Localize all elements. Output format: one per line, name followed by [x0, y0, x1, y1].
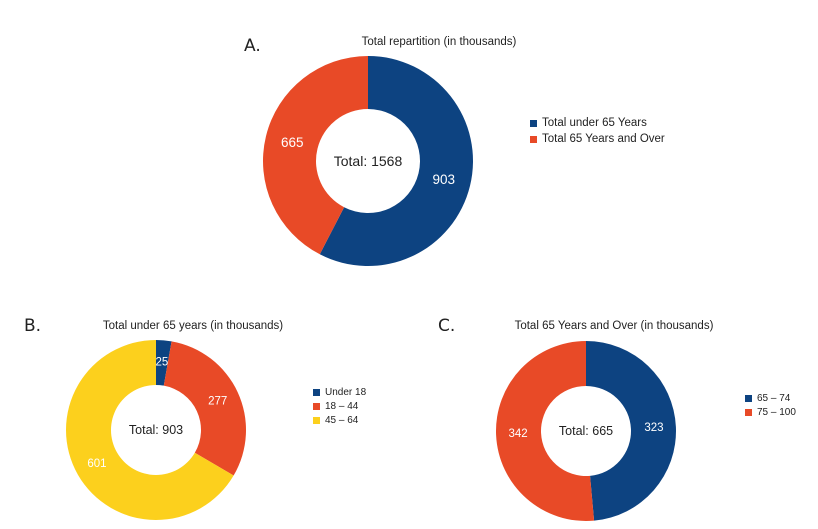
panel-a-legend-item-0: Total under 65 Years	[530, 115, 665, 131]
panel-c-letter: C.	[438, 316, 456, 336]
panel-b-slice-label-0: 25	[156, 356, 169, 368]
legend-label: 18 – 44	[325, 400, 359, 412]
panel-b-center-total: Total: 903	[129, 423, 183, 437]
legend-label: Under 18	[325, 386, 367, 398]
panel-a-slice-label-1: 665	[281, 135, 304, 150]
panel-c-center-total: Total: 665	[559, 424, 613, 438]
panel-b-legend-item-0: Under 18	[313, 385, 366, 399]
panel-b-donut-chart: 25 277 601 Total: 903	[66, 340, 246, 520]
legend-swatch	[745, 394, 752, 402]
legend-swatch	[530, 119, 537, 127]
panel-b-letter: B.	[24, 316, 42, 336]
panel-c-slice-label-1: 342	[508, 428, 527, 440]
legend-label: 75 – 100	[757, 406, 796, 418]
panel-c-slice-1	[496, 341, 595, 521]
legend-swatch	[745, 408, 752, 416]
panel-b-slice-2	[66, 340, 234, 520]
legend-swatch	[313, 388, 320, 396]
panel-a-letter: A.	[244, 36, 261, 56]
panel-b-slice-1	[163, 341, 246, 476]
legend-swatch	[313, 402, 320, 410]
panel-a-title: Total repartition (in thousands)	[361, 36, 517, 48]
panel-b-legend-item-2: 45 – 64	[313, 413, 366, 427]
panel-a-center-total: Total: 1568	[334, 153, 403, 169]
legend-swatch	[530, 135, 537, 143]
panel-c-donut-chart: 323 342 Total: 665	[496, 341, 676, 521]
panel-a-slice-1	[263, 56, 368, 255]
panel-c-slice-0	[586, 341, 676, 521]
legend-label: 45 – 64	[325, 414, 359, 426]
panel-b-slice-label-1: 277	[208, 395, 227, 407]
panel-c-legend: 65 – 74 75 – 100	[745, 391, 796, 419]
legend-label: Total 65 Years and Over	[542, 133, 665, 145]
panel-b-title: Total under 65 years (in thousands)	[102, 320, 284, 332]
legend-label: Total under 65 Years	[542, 117, 647, 129]
panel-a-slice-0	[319, 56, 473, 266]
panel-b-legend-item-1: 18 – 44	[313, 399, 366, 413]
panel-b-slice-0	[156, 340, 172, 386]
panel-a-legend: Total under 65 Years Total 65 Years and O…	[530, 115, 665, 147]
legend-swatch	[313, 416, 320, 424]
panel-c-legend-item-0: 65 – 74	[745, 391, 796, 405]
panel-c-legend-item-1: 75 – 100	[745, 405, 796, 419]
panel-a-slice-label-0: 903	[433, 172, 456, 187]
panel-a-legend-item-1: Total 65 Years and Over	[530, 131, 665, 147]
legend-label: 65 – 74	[757, 392, 791, 404]
panel-c-slice-label-0: 323	[644, 422, 663, 434]
panel-a-donut-chart: 903 665 Total: 1568	[263, 56, 473, 266]
panel-b-slice-label-2: 601	[87, 458, 106, 470]
panel-c-title: Total 65 Years and Over (in thousands)	[514, 320, 714, 332]
panel-b-legend: Under 18 18 – 44 45 – 64	[313, 385, 366, 427]
